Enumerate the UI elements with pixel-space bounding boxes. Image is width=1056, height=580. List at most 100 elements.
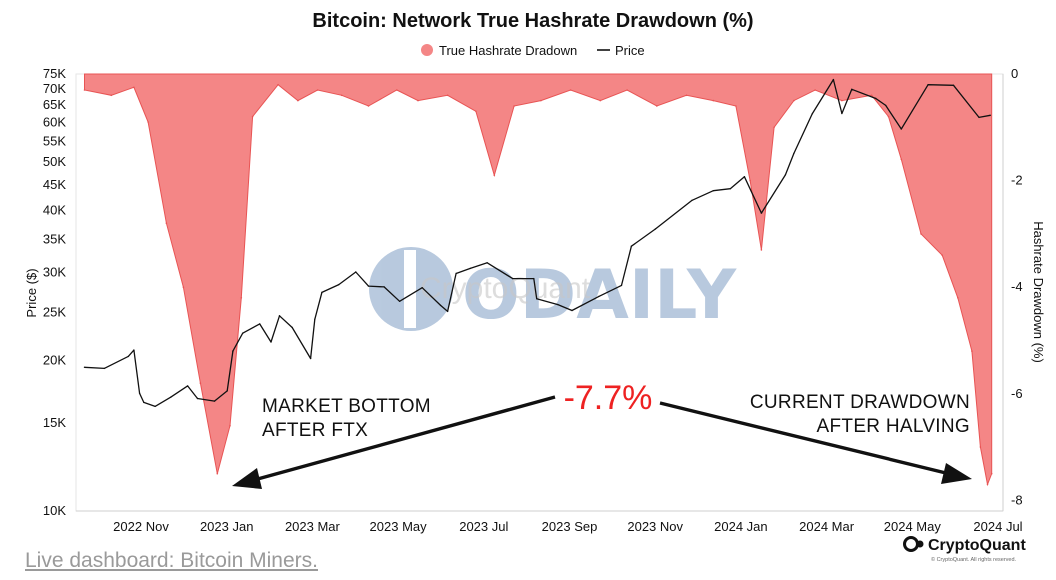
left-tick-label: 65K [43,97,66,112]
live-dashboard-link[interactable]: Live dashboard: Bitcoin Miners. [25,549,318,572]
x-tick-label: 2024 Jan [714,519,768,534]
drawdown-point-19 [475,110,477,113]
right-axis-title: Hashrate Drawdown (%) [1031,221,1046,363]
drawdown-point-4 [165,222,168,224]
odaily-watermark-logo-gap [404,250,416,328]
price-point-45 [760,212,763,214]
drawdown-point-40 [941,254,943,256]
drawdown-point-26 [656,105,658,107]
price-point-2 [127,355,129,358]
price-point-13 [242,332,244,334]
drawdown-point-17 [417,99,419,102]
annotation-market-bottom-line2: AFTER FTX [262,420,368,441]
price-point-14 [259,323,261,325]
price-point-11 [226,390,228,392]
arrow-left-shaft [253,395,556,482]
left-tick-label: 30K [43,265,66,280]
price-point-1 [103,367,106,370]
left-tick-label: 15K [43,415,66,430]
price-point-4 [138,392,141,395]
brand-name: CryptoQuant [928,537,1026,554]
right-tick-label: -6 [1011,386,1023,401]
drawdown-point-27 [685,94,688,97]
price-point-25 [398,300,401,302]
price-point-10 [213,400,216,402]
x-tick-label: 2024 May [884,519,942,534]
drawdown-point-35 [841,99,843,102]
price-point-36 [571,309,573,312]
drawdown-point-2 [133,86,135,89]
price-point-21 [338,283,340,286]
price-point-22 [355,271,357,273]
cryptoquant-logo-icon [903,536,919,552]
drawdown-point-11 [277,83,279,86]
price-point-20 [321,291,323,294]
left-tick-label: 75K [43,66,66,81]
price-point-44 [743,176,746,178]
left-tick-label: 45K [43,177,66,192]
drawdown-point-36 [870,94,873,97]
cryptoquant-watermark: CryptoQuant [420,272,591,305]
drawdown-point-18 [446,94,449,97]
price-point-52 [875,97,877,100]
cryptoquant-logo: CryptoQuant © CryptoQuant. All rights re… [903,536,1026,563]
drawdown-point-44 [986,483,989,486]
drawdown-point-25 [626,89,628,91]
price-point-29 [455,272,457,275]
price-point-55 [927,84,929,86]
drawdown-point-33 [793,99,795,102]
price-point-54 [900,128,902,130]
price-point-48 [811,113,813,115]
drawdown-point-21 [513,105,515,107]
x-tick-label: 2023 Jan [200,519,254,534]
cryptoquant-logo-icon-dot [916,540,924,548]
drawdown-point-24 [599,99,602,102]
price-point-40 [654,228,657,230]
price-point-34 [536,298,538,300]
drawdown-point-45 [990,472,993,475]
x-tick-label: 2024 Mar [799,519,855,534]
drawdown-point-5 [182,286,185,289]
left-tick-label: 55K [43,133,66,148]
drawdown-point-22 [540,99,542,102]
price-point-56 [952,84,955,87]
chart-title: Bitcoin: Network True Hashrate Drawdown … [312,10,753,32]
callout-value: -7.7% [564,379,653,417]
annotation-current-drawdown-line1: CURRENT DRAWDOWN [750,392,970,413]
price-point-8 [186,385,189,387]
left-tick-label: 50K [43,154,66,169]
drawdown-point-34 [814,89,816,91]
price-point-12 [232,350,234,352]
drawdown-point-8 [229,424,231,427]
drawdown-point-1 [110,94,113,97]
price-point-30 [469,267,471,270]
price-point-41 [691,199,693,201]
drawdown-point-39 [920,233,922,235]
price-point-37 [598,295,600,298]
drawdown-series-layer [83,73,993,487]
x-tick-label: 2024 Jul [973,519,1022,534]
price-point-43 [729,188,731,190]
drawdown-point-30 [749,179,751,182]
price-point-23 [367,285,370,287]
price-point-50 [841,112,843,115]
drawdown-point-32 [773,126,775,129]
drawdown-point-7 [216,472,219,475]
price-point-47 [793,152,795,155]
price-point-35 [557,303,559,306]
x-tick-label: 2022 Nov [113,519,169,534]
drawdown-point-38 [900,158,903,161]
left-tick-label: 60K [43,114,66,129]
left-tick-label: 25K [43,304,66,319]
price-point-27 [439,304,442,307]
legend-label-price: Price [615,43,645,58]
price-point-26 [421,287,423,289]
right-axis-ticks: 0 -2 -4 -6 -8 [1011,66,1023,507]
drawdown-point-20 [493,174,496,177]
left-tick-label: 10K [43,503,66,518]
drawdown-point-28 [712,99,715,102]
right-tick-label: 0 [1011,66,1018,81]
legend-label-drawdown: True Hashrate Dradown [439,43,577,58]
left-tick-label: 35K [43,231,66,246]
drawdown-point-16 [396,89,398,91]
